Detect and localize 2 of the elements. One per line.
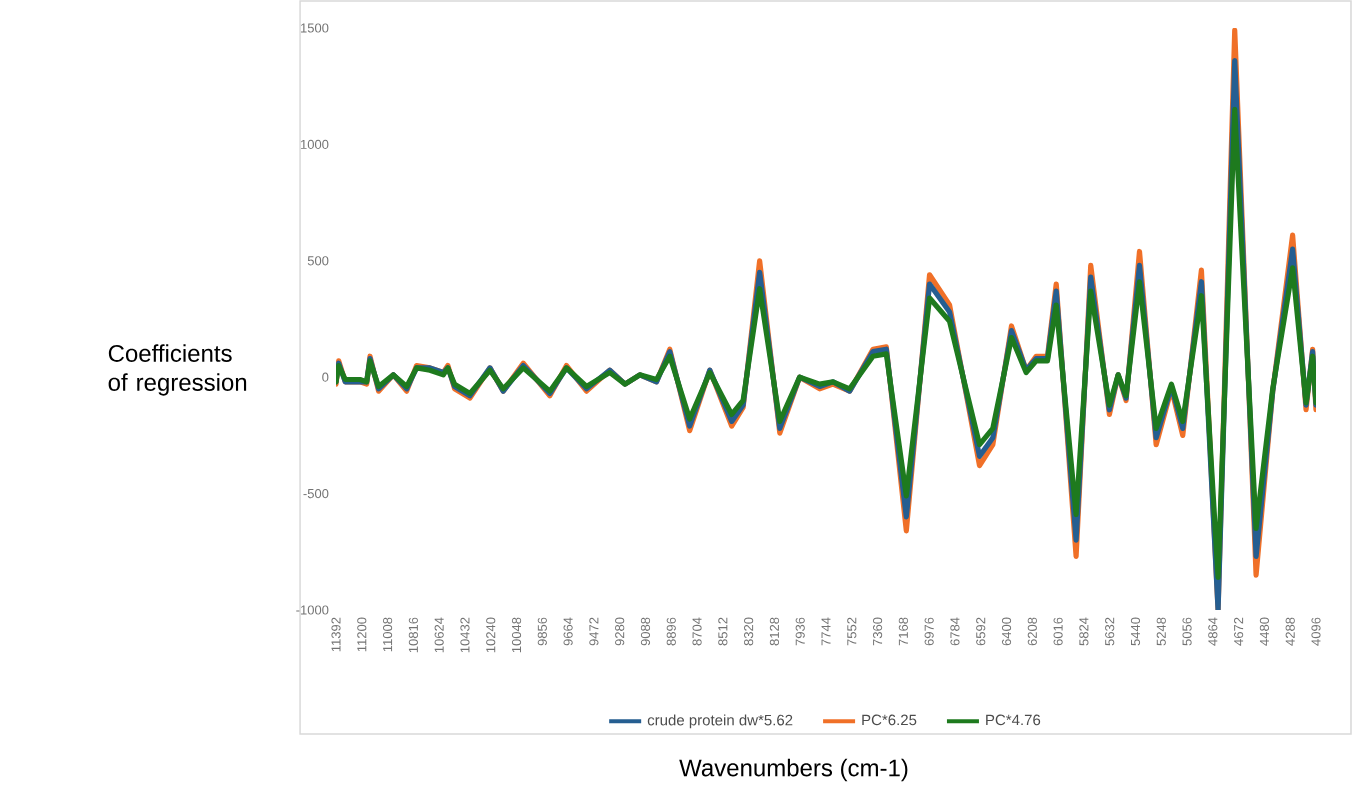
y-axis-title: Coefficients of regression	[108, 344, 247, 396]
x-axis-title: Wavenumbers (cm-1)	[679, 758, 908, 782]
